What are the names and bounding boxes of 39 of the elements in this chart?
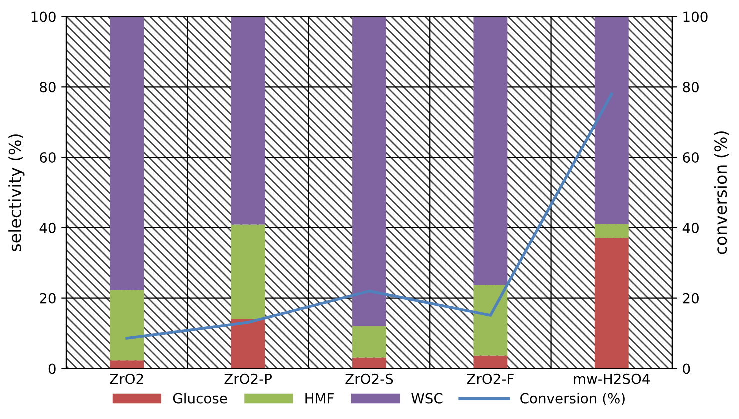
y-tick-label: 40 — [40, 222, 56, 234]
bar — [474, 285, 508, 356]
line-series — [126, 92, 614, 340]
bar — [231, 319, 266, 369]
bar — [594, 224, 629, 238]
bar — [352, 326, 386, 358]
legend-label: WSC — [412, 393, 443, 404]
bar — [352, 358, 386, 369]
y-tick-label: 80 — [40, 82, 56, 93]
bar — [474, 356, 508, 369]
legend-label: Glucose — [173, 393, 228, 404]
legend-label: HMF — [306, 393, 334, 404]
bar — [110, 16, 144, 290]
legend-label: Conversion (%) — [520, 393, 625, 406]
bar — [594, 238, 629, 369]
y-tick-label: 100 — [32, 12, 56, 22]
bar — [110, 360, 144, 369]
y-tick-label: 60 — [40, 152, 56, 164]
bar — [352, 16, 386, 326]
y2-tick-label: 0 — [683, 364, 690, 374]
x-tick-label: ZrO2 — [110, 374, 144, 384]
bar — [231, 16, 266, 225]
x-tick-label: ZrO2-P — [224, 374, 272, 384]
y-axis-title: selectivity (%) — [8, 134, 25, 252]
y-tick-label: 20 — [40, 293, 56, 304]
bar — [110, 290, 144, 361]
bar — [594, 16, 629, 224]
x-tick-label: ZrO2-F — [467, 374, 514, 384]
x-tick-label: mw-H2SO4 — [574, 374, 650, 384]
y2-axis-title: conversion (%) — [714, 132, 730, 254]
y2-tick-label: 100 — [684, 12, 708, 22]
y2-tick-label: 20 — [683, 293, 699, 304]
y2-tick-label: 40 — [682, 222, 699, 234]
y2-tick-label: 60 — [683, 152, 699, 164]
x-tick-label: ZrO2-S — [346, 374, 394, 384]
y-tick-label: 0 — [48, 364, 56, 374]
bar — [474, 16, 508, 286]
y2-tick-label: 80 — [683, 82, 699, 93]
bar — [231, 224, 266, 320]
